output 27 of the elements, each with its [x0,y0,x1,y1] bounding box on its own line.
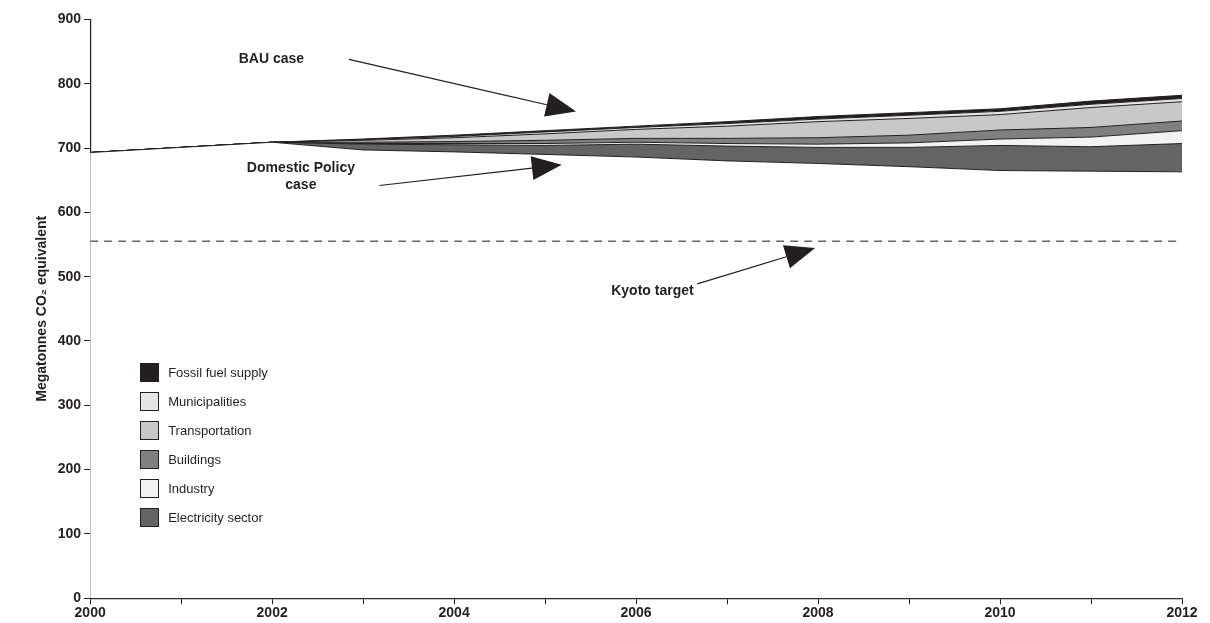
x-tick-label: 2012 [1166,604,1198,621]
y-tick-label: 200 [57,460,82,477]
annotation: BAU case [237,49,306,67]
y-axis-title: Megatonnes CO₂ equivalent [33,215,50,402]
y-tick-label: 600 [57,203,82,220]
annotation: Domestic Policy case [245,158,356,193]
x-tick-label: 2002 [256,604,288,621]
y-tick-label: 800 [57,74,82,91]
y-tick-label: 400 [57,331,82,348]
x-tick-label: 2004 [438,604,470,621]
legend-label: Municipalities [168,394,247,410]
y-tick-label: 0 [73,589,82,606]
legend-label: Buildings [168,452,221,468]
y-tick-label: 900 [57,10,82,27]
legend-label: Transportation [168,423,252,439]
x-tick-label: 2006 [620,604,652,621]
x-tick-label: 2008 [802,604,834,621]
legend-label: Electricity sector [168,510,263,526]
legend-label: Fossil fuel supply [168,365,268,381]
y-tick-label: 700 [57,138,82,155]
x-tick-label: 2010 [984,604,1016,621]
y-tick-label: 500 [57,267,82,284]
x-tick-label: 2000 [74,604,106,621]
y-tick-label: 300 [57,396,82,413]
legend-label: Industry [168,481,215,497]
annotation: Kyoto target [610,281,695,299]
y-tick-label: 100 [57,524,82,541]
